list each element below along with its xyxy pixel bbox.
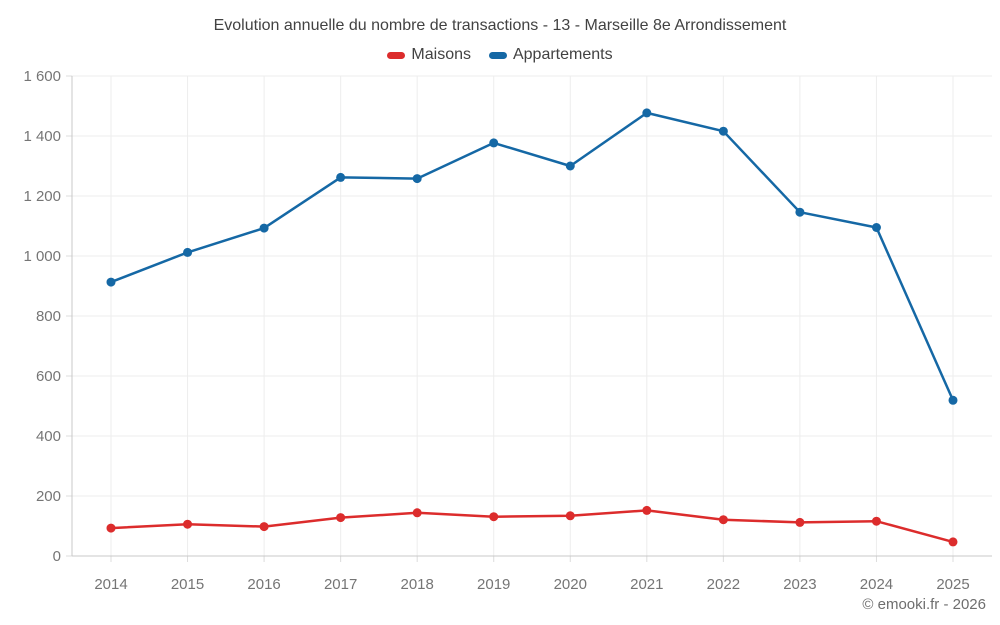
y-tick-label: 800 <box>36 308 61 325</box>
maisons-point-2023[interactable] <box>795 517 805 527</box>
maisons-point-2022[interactable] <box>718 515 728 525</box>
appartements-point-2023[interactable] <box>795 207 805 217</box>
appartements-point-2022[interactable] <box>718 126 728 136</box>
appartements-point-2017[interactable] <box>336 172 346 182</box>
chart-title: Evolution annuelle du nombre de transact… <box>213 17 787 34</box>
x-tick-label-2017: 2017 <box>324 576 357 593</box>
y-tick-label: 600 <box>36 368 61 385</box>
maisons-point-2015[interactable] <box>183 519 193 529</box>
legend-label-maisons: Maisons <box>411 46 471 63</box>
appartements-point-2020[interactable] <box>565 161 575 171</box>
maisons-point-2014[interactable] <box>106 523 116 533</box>
appartements-point-2025[interactable] <box>948 395 958 405</box>
appartements-point-2021[interactable] <box>642 108 652 118</box>
appartements-point-2024[interactable] <box>871 223 881 232</box>
maisons-point-2020[interactable] <box>565 511 575 521</box>
legend-swatch-appartements <box>488 51 507 59</box>
x-tick-label-2016: 2016 <box>247 576 280 593</box>
series-line-maisons <box>109 509 955 544</box>
x-tick-label-2014: 2014 <box>94 576 127 593</box>
series-line-appartements <box>109 111 955 402</box>
y-tick-label: 400 <box>36 428 61 445</box>
copyright-footer: © emooki.fr - 2026 <box>862 596 986 613</box>
legend-item-appartements[interactable]: Appartements <box>488 46 613 64</box>
x-tick-label-2025: 2025 <box>936 576 969 593</box>
legend-swatch-maisons <box>387 51 406 59</box>
appartements-point-2015[interactable] <box>183 247 193 257</box>
appartements-point-2014[interactable] <box>106 277 116 287</box>
maisons-point-2016[interactable] <box>259 522 269 532</box>
chart-legend: Maisons Appartements <box>0 46 1000 64</box>
maisons-point-2025[interactable] <box>948 537 958 547</box>
y-tick-label: 200 <box>36 488 61 505</box>
appartements-point-2019[interactable] <box>489 138 499 148</box>
maisons-point-2019[interactable] <box>489 512 499 522</box>
x-tick-label-2023: 2023 <box>783 576 816 593</box>
y-tick-label: 1 200 <box>23 188 61 205</box>
x-tick-label-2024: 2024 <box>860 576 893 593</box>
x-tick-label-2021: 2021 <box>630 576 663 593</box>
x-tick-label-2019: 2019 <box>477 576 510 593</box>
maisons-point-2021[interactable] <box>642 505 652 515</box>
y-tick-label: 1 600 <box>23 68 61 85</box>
y-tick-label: 0 <box>53 548 61 565</box>
legend-label-appartements: Appartements <box>512 46 613 63</box>
legend-item-maisons[interactable]: Maisons <box>387 46 471 64</box>
x-tick-label-2020: 2020 <box>554 576 587 593</box>
appartements-point-2018[interactable] <box>412 174 422 184</box>
maisons-point-2018[interactable] <box>412 508 422 518</box>
y-tick-label: 1 000 <box>23 248 61 265</box>
appartements-point-2016[interactable] <box>259 223 269 233</box>
maisons-point-2017[interactable] <box>336 513 346 523</box>
maisons-point-2024[interactable] <box>871 516 881 526</box>
x-tick-label-2018: 2018 <box>400 576 433 593</box>
x-tick-label-2022: 2022 <box>707 576 740 593</box>
x-tick-label-2015: 2015 <box>171 576 204 593</box>
y-tick-label: 1 400 <box>23 128 61 145</box>
